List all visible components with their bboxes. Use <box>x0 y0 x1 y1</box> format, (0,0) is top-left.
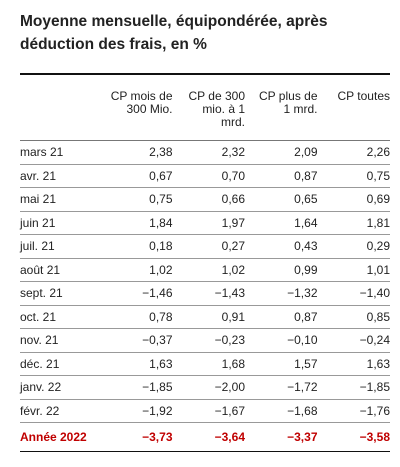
column-header-label: CP plus de 1 mrd. <box>259 89 318 116</box>
value-cell: −1,43 <box>172 281 245 306</box>
row-label: août 21 <box>20 258 100 282</box>
row-label: mai 21 <box>20 187 100 212</box>
value-cell: 1,01 <box>317 258 390 282</box>
total-cell: −3,37 <box>245 422 318 452</box>
value-cell: −0,37 <box>100 328 173 353</box>
table-row: mars 21 2,38 2,32 2,09 2,26 <box>20 140 390 165</box>
value-cell: 0,43 <box>245 234 318 259</box>
table-row: sept. 21 −1,46 −1,43 −1,32 −1,40 <box>20 281 390 306</box>
table-row: nov. 21 −0,37 −0,23 −0,10 −0,24 <box>20 328 390 353</box>
column-header-label: CP toutes <box>337 89 390 103</box>
table-row: août 21 1,02 1,02 0,99 1,01 <box>20 258 390 282</box>
value-cell: 1,81 <box>317 211 390 235</box>
column-header-label: CP mois de 300 Mio. <box>110 89 173 116</box>
table-row: déc. 21 1,63 1,68 1,57 1,63 <box>20 352 390 376</box>
value-cell: −1,85 <box>100 375 173 400</box>
value-cell: −2,00 <box>172 375 245 400</box>
total-cell: −3,58 <box>317 422 390 452</box>
header-row: CP mois de 300 Mio. CP de 300 mio. à 1 m… <box>20 90 390 141</box>
value-cell: 0,85 <box>317 305 390 329</box>
row-label: sept. 21 <box>20 281 100 306</box>
value-cell: −1,76 <box>317 399 390 423</box>
value-cell: −1,72 <box>245 375 318 400</box>
value-cell: −0,23 <box>172 328 245 353</box>
value-cell: 0,78 <box>100 305 173 329</box>
total-row: Année 2022 −3,73 −3,64 −3,37 −3,58 <box>20 422 390 452</box>
value-cell: 0,87 <box>245 305 318 329</box>
column-header: CP mois de 300 Mio. <box>100 90 173 141</box>
row-label: juil. 21 <box>20 234 100 259</box>
value-cell: 2,09 <box>245 140 318 165</box>
total-cell: −3,64 <box>172 422 245 452</box>
value-cell: 1,84 <box>100 211 173 235</box>
value-cell: −0,24 <box>317 328 390 353</box>
value-cell: 0,70 <box>172 164 245 188</box>
value-cell: 1,64 <box>245 211 318 235</box>
row-label: juin 21 <box>20 211 100 235</box>
value-cell: 2,38 <box>100 140 173 165</box>
table-row: juin 21 1,84 1,97 1,64 1,81 <box>20 211 390 235</box>
value-cell: 1,02 <box>172 258 245 282</box>
returns-table: CP mois de 300 Mio. CP de 300 mio. à 1 m… <box>20 90 390 452</box>
value-cell: −1,68 <box>245 399 318 423</box>
value-cell: −1,92 <box>100 399 173 423</box>
value-cell: 0,27 <box>172 234 245 259</box>
column-header-label: CP de 300 mio. à 1 mrd. <box>188 89 246 129</box>
value-cell: 1,63 <box>100 352 173 376</box>
row-label: janv. 22 <box>20 375 100 400</box>
row-label: nov. 21 <box>20 328 100 353</box>
value-cell: −1,40 <box>317 281 390 306</box>
value-cell: 1,68 <box>172 352 245 376</box>
value-cell: 2,32 <box>172 140 245 165</box>
row-label: avr. 21 <box>20 164 100 188</box>
table-row: janv. 22 −1,85 −2,00 −1,72 −1,85 <box>20 375 390 400</box>
value-cell: 2,26 <box>317 140 390 165</box>
row-label: févr. 22 <box>20 399 100 423</box>
table-row: juil. 21 0,18 0,27 0,43 0,29 <box>20 234 390 259</box>
row-label: mars 21 <box>20 140 100 165</box>
value-cell: 0,91 <box>172 305 245 329</box>
value-cell: −1,46 <box>100 281 173 306</box>
table-row: févr. 22 −1,92 −1,67 −1,68 −1,76 <box>20 399 390 423</box>
value-cell: 0,87 <box>245 164 318 188</box>
total-cell: −3,73 <box>100 422 173 452</box>
value-cell: 1,63 <box>317 352 390 376</box>
table-row: avr. 21 0,67 0,70 0,87 0,75 <box>20 164 390 188</box>
total-label: Année 2022 <box>20 422 100 452</box>
row-label: déc. 21 <box>20 352 100 376</box>
table-row: oct. 21 0,78 0,91 0,87 0,85 <box>20 305 390 329</box>
value-cell: 1,57 <box>245 352 318 376</box>
value-cell: −1,32 <box>245 281 318 306</box>
value-cell: 1,97 <box>172 211 245 235</box>
top-rule <box>20 73 390 75</box>
value-cell: 1,02 <box>100 258 173 282</box>
table-title: Moyenne mensuelle, équipondérée, après d… <box>20 13 328 53</box>
value-cell: 0,65 <box>245 187 318 212</box>
value-cell: 0,29 <box>317 234 390 259</box>
table-row: mai 21 0,75 0,66 0,65 0,69 <box>20 187 390 212</box>
value-cell: 0,69 <box>317 187 390 212</box>
value-cell: 0,66 <box>172 187 245 212</box>
header-corner <box>20 90 100 141</box>
value-cell: −1,67 <box>172 399 245 423</box>
column-header: CP de 300 mio. à 1 mrd. <box>172 89 246 141</box>
row-label: oct. 21 <box>20 305 100 329</box>
value-cell: 0,75 <box>317 164 390 188</box>
value-cell: −0,10 <box>245 328 318 353</box>
column-header: CP toutes <box>317 89 390 141</box>
value-cell: 0,99 <box>245 258 318 282</box>
value-cell: 0,67 <box>100 164 173 188</box>
value-cell: 0,75 <box>100 187 173 212</box>
column-header: CP plus de 1 mrd. <box>245 90 318 141</box>
value-cell: 0,18 <box>100 234 173 259</box>
value-cell: −1,85 <box>317 375 390 400</box>
